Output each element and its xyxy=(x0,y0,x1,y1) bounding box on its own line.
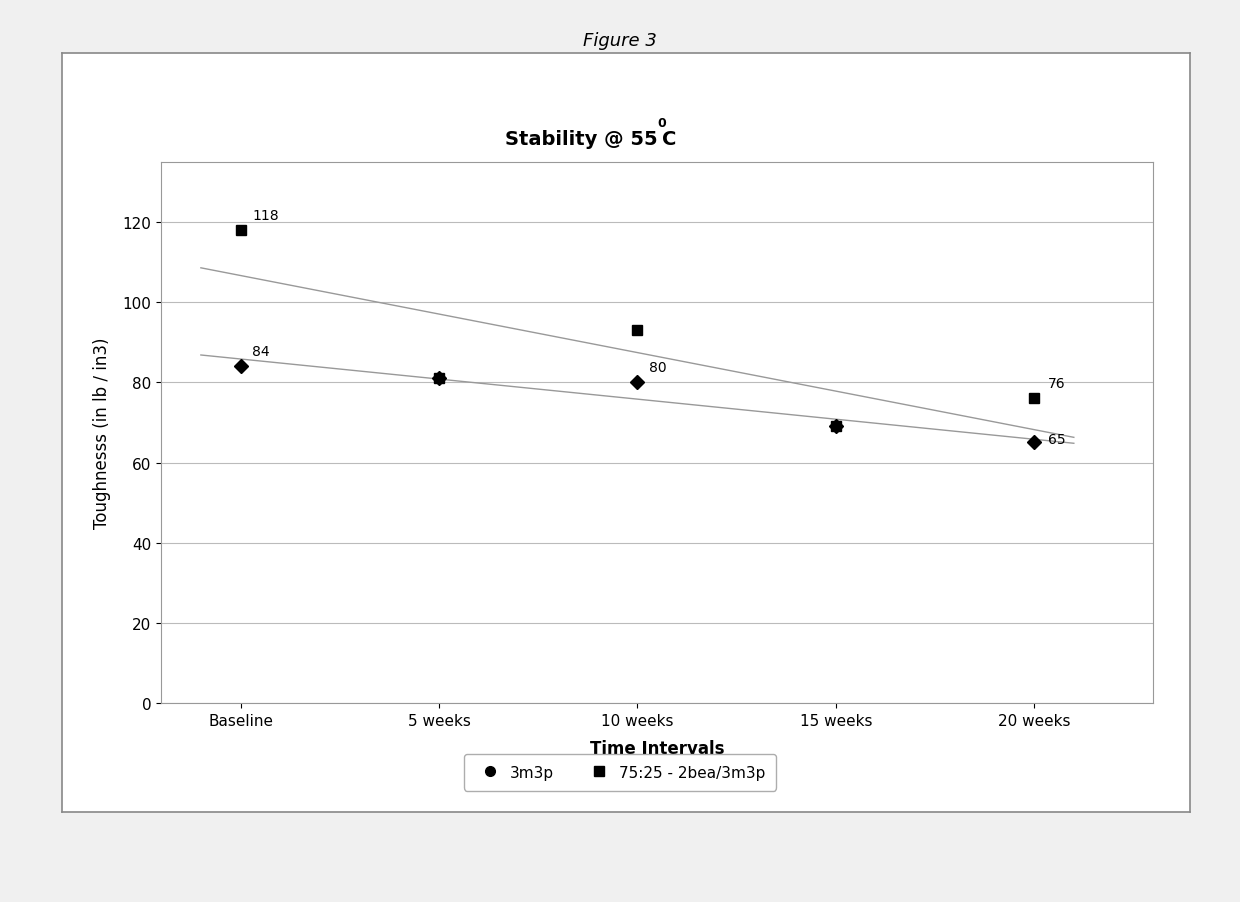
Text: 84: 84 xyxy=(253,345,270,359)
Text: 65: 65 xyxy=(1048,433,1065,447)
Text: 80: 80 xyxy=(650,361,667,375)
Y-axis label: Toughnesss (in lb / in3): Toughnesss (in lb / in3) xyxy=(93,337,112,529)
Text: 0: 0 xyxy=(657,117,666,130)
Text: Figure 3: Figure 3 xyxy=(583,32,657,50)
Legend: 3m3p, 75:25 - 2bea/3m3p: 3m3p, 75:25 - 2bea/3m3p xyxy=(464,754,776,791)
Text: 118: 118 xyxy=(253,208,279,223)
Text: 76: 76 xyxy=(1048,377,1065,391)
Text: Stability @ 55: Stability @ 55 xyxy=(505,130,657,150)
Text: C: C xyxy=(662,130,677,150)
X-axis label: Time Intervals: Time Intervals xyxy=(590,740,724,758)
